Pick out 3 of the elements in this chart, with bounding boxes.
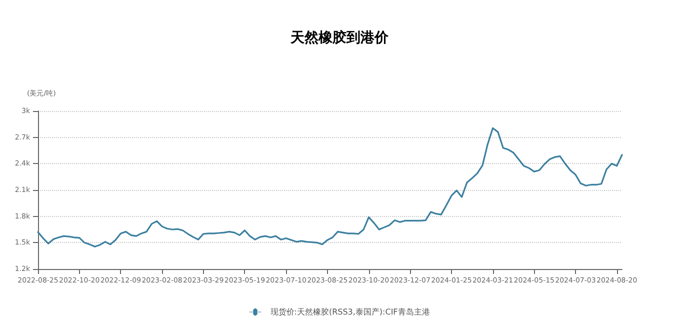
legend-label: 现货价:天然橡胶(RSS3,泰国产):CIF青岛主港 bbox=[270, 308, 430, 316]
line-series bbox=[37, 127, 623, 248]
chart-title: 天然橡胶到港价 bbox=[290, 29, 390, 46]
